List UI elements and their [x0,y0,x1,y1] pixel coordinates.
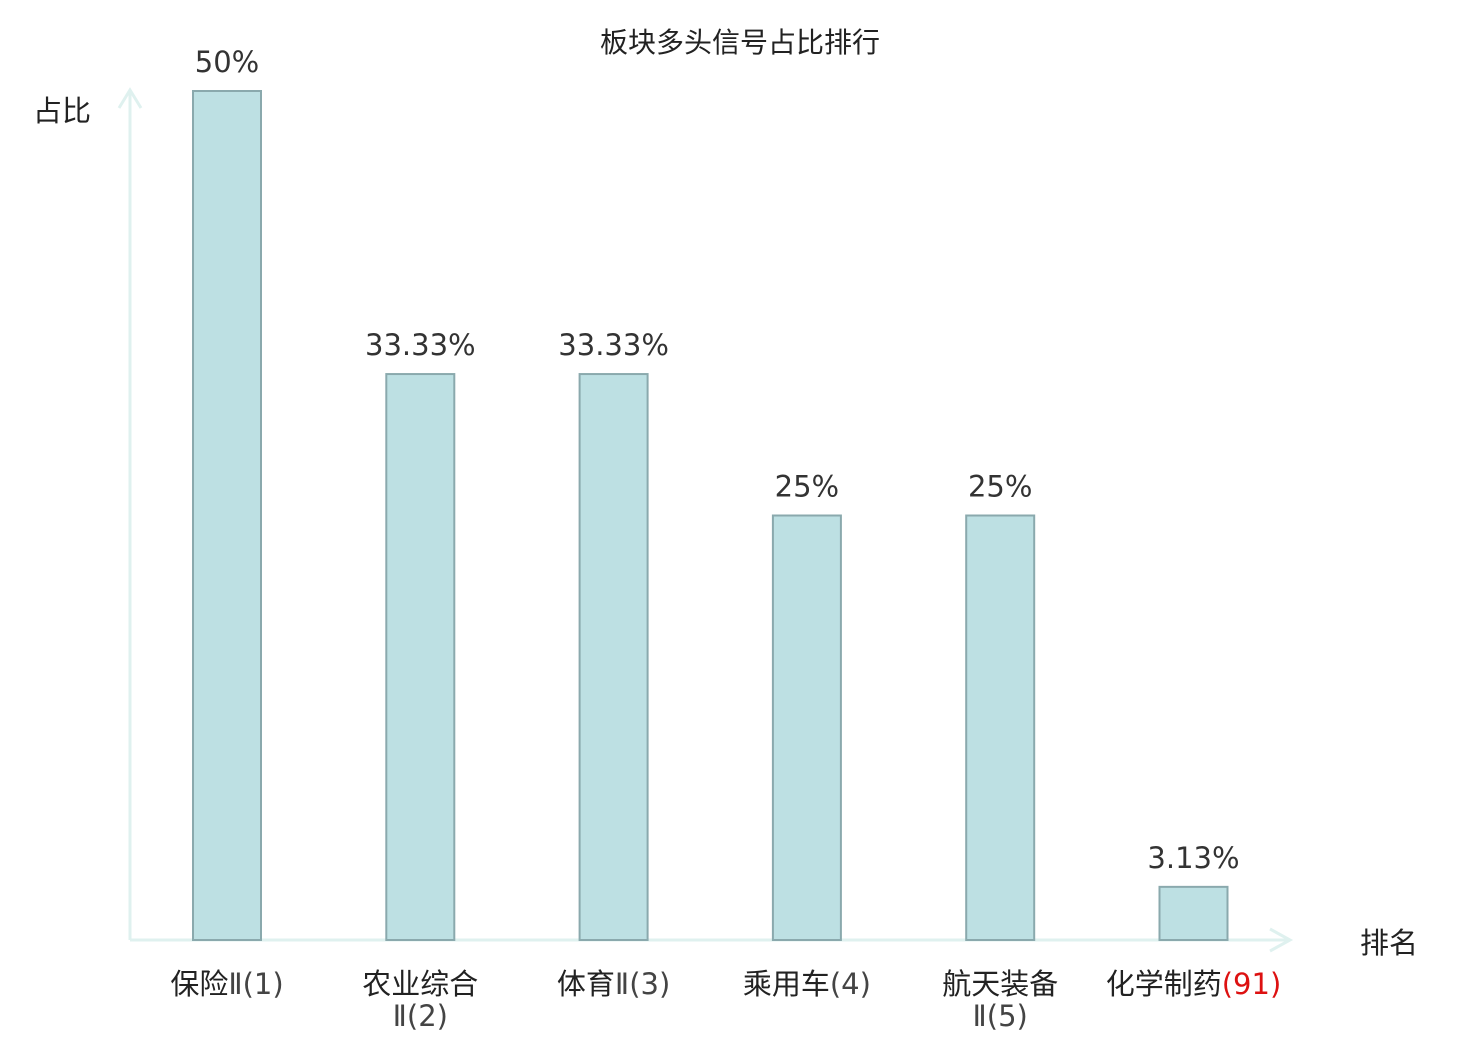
bar-value-label: 3.13% [1147,841,1239,875]
value-labels-group: 50% 33.33% 33.33% 25% 25% 3.13% [195,45,1240,875]
bar-value-label: 25% [968,470,1032,504]
bar-value-label: 25% [775,470,839,504]
y-axis-arrow [117,87,143,109]
x-axis-label: 排名 [1360,926,1418,960]
category-label: 体育Ⅱ(3) [557,967,670,1001]
category-label: 乘用车(4) [743,967,871,1001]
bar [1158,885,1229,941]
bar [385,373,456,942]
x-axis-arrow [1269,927,1294,953]
bar [965,514,1036,941]
axes [117,87,1294,953]
bar-value-label: 50% [195,45,259,79]
category-label: 化学制药(91) [1106,967,1282,1001]
bar-value-label: 33.33% [365,328,476,362]
category-label: 保险Ⅱ(1) [170,967,283,1001]
category-label: 航天装备 [942,967,1058,1001]
category-label: 农业综合 [362,967,478,1001]
bar [771,514,842,941]
y-axis-label: 占比 [33,94,91,128]
category-label-suffix: Ⅱ(5) [973,999,1028,1033]
bar [578,373,649,942]
chart-title: 板块多头信号占比排行 [600,26,880,59]
bars-group [192,90,1229,942]
bar-value-label: 33.33% [558,328,669,362]
bar [192,90,262,941]
category-label-suffix: Ⅱ(2) [393,999,448,1033]
